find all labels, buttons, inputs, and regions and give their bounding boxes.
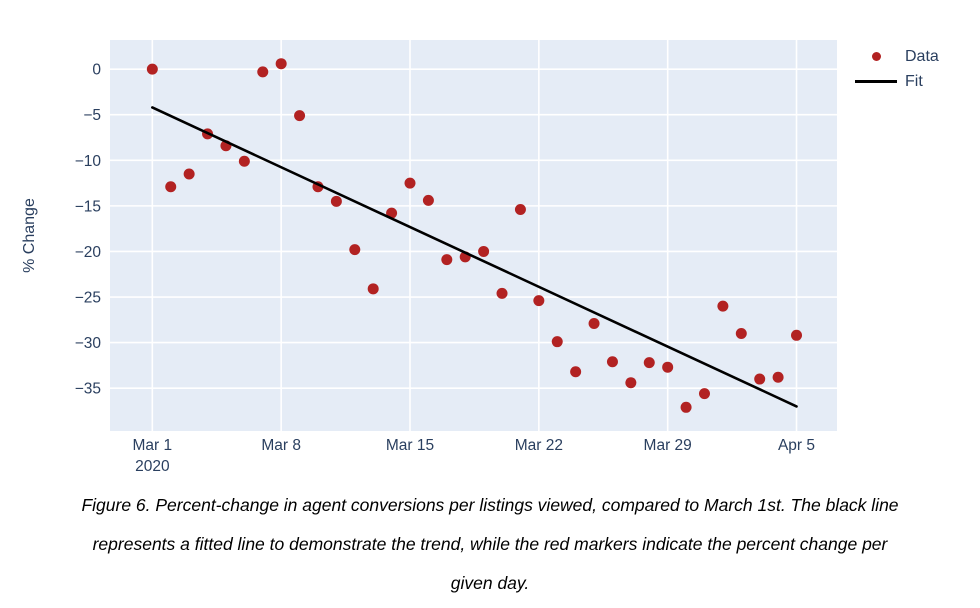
scatter-point[interactable] <box>330 195 342 207</box>
chart-canvas: 0 −5 −10 −15 −20 −25 −30 −35 Mar 1 2020 Mar 8 Mar 1… <box>21 40 837 475</box>
caption-line-2: represents a fitted line to demonstrate … <box>92 534 888 554</box>
scatter-point[interactable] <box>791 329 803 341</box>
y-tick-label: −5 <box>83 107 101 124</box>
x-tick-label: Mar 8 <box>261 437 301 454</box>
scatter-point[interactable] <box>588 317 600 329</box>
legend: Data Fit <box>853 44 939 94</box>
x-tick-label: Mar 22 <box>515 437 563 454</box>
scatter-point[interactable] <box>570 366 582 378</box>
legend-label-data: Data <box>905 47 939 65</box>
scatter-point[interactable] <box>680 401 692 413</box>
scatter-point[interactable] <box>772 371 784 383</box>
scatter-point[interactable] <box>735 327 747 339</box>
y-tick-label: 0 <box>92 62 101 79</box>
scatter-point[interactable] <box>698 388 710 400</box>
scatter-point[interactable] <box>606 356 618 368</box>
x-tick-label: Apr 5 <box>778 437 815 454</box>
scatter-point[interactable] <box>422 194 434 206</box>
y-tick-label: −20 <box>75 244 102 261</box>
scatter-point[interactable] <box>662 361 674 373</box>
scatter-point[interactable] <box>404 177 416 189</box>
scatter-point[interactable] <box>514 204 526 216</box>
chart: 0 −5 −10 −15 −20 −25 −30 −35 Mar 1 2020 Mar 8 Mar 1… <box>21 40 939 475</box>
plot-area <box>110 40 837 431</box>
scatter-point[interactable] <box>367 283 379 295</box>
scatter-point[interactable] <box>349 244 361 256</box>
legend-swatch <box>853 44 899 69</box>
y-tick-label: −30 <box>75 335 102 352</box>
legend-swatch <box>853 69 899 94</box>
scatter-point[interactable] <box>146 63 158 75</box>
scatter-point[interactable] <box>754 373 766 385</box>
figure-caption: Figure 6. Percent-change in agent conver… <box>0 486 980 603</box>
scatter-point[interactable] <box>294 110 306 122</box>
caption-line-1: Figure 6. Percent-change in agent conver… <box>81 495 899 515</box>
fit-line-icon <box>855 80 897 83</box>
data-marker-icon <box>871 52 881 61</box>
x-tick-label: Mar 29 <box>644 437 692 454</box>
y-tick-label: −10 <box>75 153 102 170</box>
legend-item-fit[interactable]: Fit <box>853 69 939 94</box>
scatter-point[interactable] <box>183 168 195 180</box>
y-axis-title: % Change <box>21 198 38 273</box>
y-tick-label: −15 <box>75 198 101 215</box>
scatter-point[interactable] <box>441 254 453 266</box>
scatter-point[interactable] <box>275 58 287 70</box>
scatter-point[interactable] <box>238 155 250 167</box>
legend-label-fit: Fit <box>905 72 923 90</box>
scatter-point[interactable] <box>625 377 637 389</box>
x-tick-label: Mar 15 <box>386 437 434 454</box>
scatter-point[interactable] <box>533 295 545 307</box>
legend-item-data[interactable]: Data <box>853 44 939 69</box>
scatter-point[interactable] <box>165 181 177 193</box>
caption-line-3: given day. <box>450 573 530 593</box>
scatter-point[interactable] <box>496 287 508 299</box>
scatter-point[interactable] <box>643 357 655 369</box>
y-tick-label: −35 <box>75 381 101 398</box>
fit-line[interactable] <box>151 106 798 408</box>
scatter-point[interactable] <box>717 300 729 312</box>
scatter-point[interactable] <box>257 66 269 78</box>
scatter-point[interactable] <box>478 245 490 257</box>
x-tick-year-label: 2020 <box>135 458 170 475</box>
y-tick-label: −25 <box>75 290 101 307</box>
x-tick-label: Mar 1 <box>133 437 173 454</box>
scatter-point[interactable] <box>551 336 563 348</box>
